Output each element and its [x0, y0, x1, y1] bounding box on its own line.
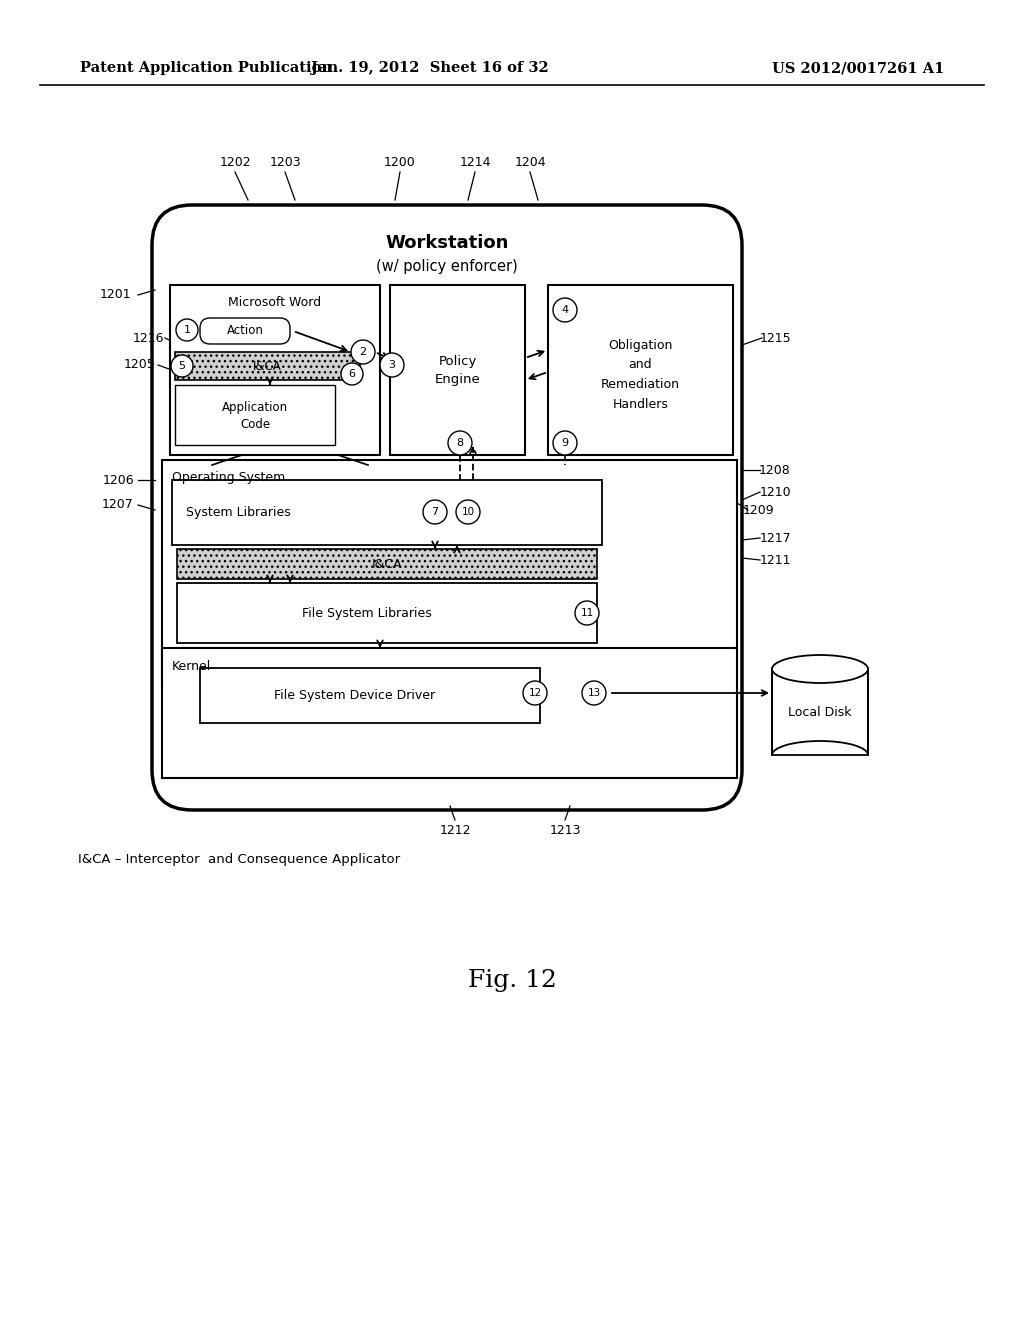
Text: Code: Code: [240, 418, 270, 432]
Text: Policy: Policy: [438, 355, 477, 368]
Text: 3: 3: [388, 360, 395, 370]
Circle shape: [553, 298, 577, 322]
Text: Jan. 19, 2012  Sheet 16 of 32: Jan. 19, 2012 Sheet 16 of 32: [311, 61, 549, 75]
Text: Application: Application: [222, 400, 288, 413]
Bar: [162, 459, 737, 680]
Text: 1213: 1213: [549, 824, 581, 837]
Bar: [177, 583, 597, 643]
Ellipse shape: [772, 655, 868, 682]
Text: Workstation: Workstation: [385, 234, 509, 252]
Text: I&CA: I&CA: [372, 557, 402, 570]
Text: File System Device Driver: File System Device Driver: [274, 689, 435, 702]
Text: 2: 2: [359, 347, 367, 356]
Circle shape: [351, 341, 375, 364]
Text: Operating System: Operating System: [172, 471, 286, 484]
Text: 7: 7: [431, 507, 438, 517]
Text: 1201: 1201: [99, 289, 131, 301]
Text: 1: 1: [183, 325, 190, 335]
Circle shape: [176, 319, 198, 341]
Text: Handlers: Handlers: [612, 399, 669, 412]
Text: 1211: 1211: [759, 553, 791, 566]
Text: Kernel: Kernel: [172, 660, 211, 672]
Text: Patent Application Publication: Patent Application Publication: [80, 61, 332, 75]
Circle shape: [575, 601, 599, 624]
Text: Obligation: Obligation: [608, 338, 673, 351]
Circle shape: [341, 363, 362, 385]
Bar: [172, 480, 602, 545]
Text: 9: 9: [561, 438, 568, 447]
Text: 1200: 1200: [384, 157, 416, 169]
Circle shape: [582, 681, 606, 705]
Text: and: and: [629, 359, 652, 371]
Text: I&CA: I&CA: [253, 359, 282, 372]
Bar: [772, 669, 868, 755]
Bar: [177, 549, 597, 579]
Text: 1210: 1210: [759, 486, 791, 499]
Text: Engine: Engine: [434, 374, 480, 387]
Circle shape: [423, 500, 447, 524]
Text: 6: 6: [348, 370, 355, 379]
Text: 5: 5: [178, 360, 185, 371]
Bar: [548, 285, 733, 455]
Text: 1217: 1217: [759, 532, 791, 544]
FancyBboxPatch shape: [200, 318, 290, 345]
Text: 1212: 1212: [439, 824, 471, 837]
Text: 1214: 1214: [459, 157, 490, 169]
Text: 4: 4: [561, 305, 568, 315]
Bar: [162, 648, 737, 777]
Text: 1216: 1216: [132, 331, 164, 345]
Text: 8: 8: [457, 438, 464, 447]
FancyBboxPatch shape: [152, 205, 742, 810]
Bar: [200, 668, 540, 723]
Text: 1205: 1205: [124, 359, 156, 371]
Circle shape: [553, 432, 577, 455]
Bar: [170, 285, 380, 455]
Text: File System Libraries: File System Libraries: [302, 606, 432, 619]
Text: I&CA – Interceptor  and Consequence Applicator: I&CA – Interceptor and Consequence Appli…: [78, 854, 400, 866]
Text: Local Disk: Local Disk: [788, 705, 852, 718]
Text: 10: 10: [462, 507, 474, 517]
Text: 11: 11: [581, 609, 594, 618]
Text: 1215: 1215: [759, 331, 791, 345]
Circle shape: [456, 500, 480, 524]
Circle shape: [523, 681, 547, 705]
Text: 1207: 1207: [102, 499, 134, 511]
Text: 1206: 1206: [102, 474, 134, 487]
Text: 1209: 1209: [742, 503, 774, 516]
Text: (w/ policy enforcer): (w/ policy enforcer): [376, 260, 518, 275]
Text: 1208: 1208: [759, 463, 791, 477]
Bar: [390, 285, 525, 455]
Bar: [175, 352, 360, 380]
Text: 12: 12: [528, 688, 542, 698]
Text: Microsoft Word: Microsoft Word: [228, 297, 322, 309]
Text: 1202: 1202: [219, 157, 251, 169]
Bar: [175, 385, 335, 445]
Text: 1204: 1204: [514, 157, 546, 169]
Text: 1203: 1203: [269, 157, 301, 169]
Circle shape: [171, 355, 193, 378]
Text: 13: 13: [588, 688, 601, 698]
Circle shape: [380, 352, 404, 378]
Circle shape: [449, 432, 472, 455]
Text: Action: Action: [226, 325, 263, 338]
Text: US 2012/0017261 A1: US 2012/0017261 A1: [772, 61, 944, 75]
Text: Remediation: Remediation: [601, 379, 680, 392]
Text: System Libraries: System Libraries: [186, 506, 291, 519]
Text: Fig. 12: Fig. 12: [468, 969, 556, 991]
